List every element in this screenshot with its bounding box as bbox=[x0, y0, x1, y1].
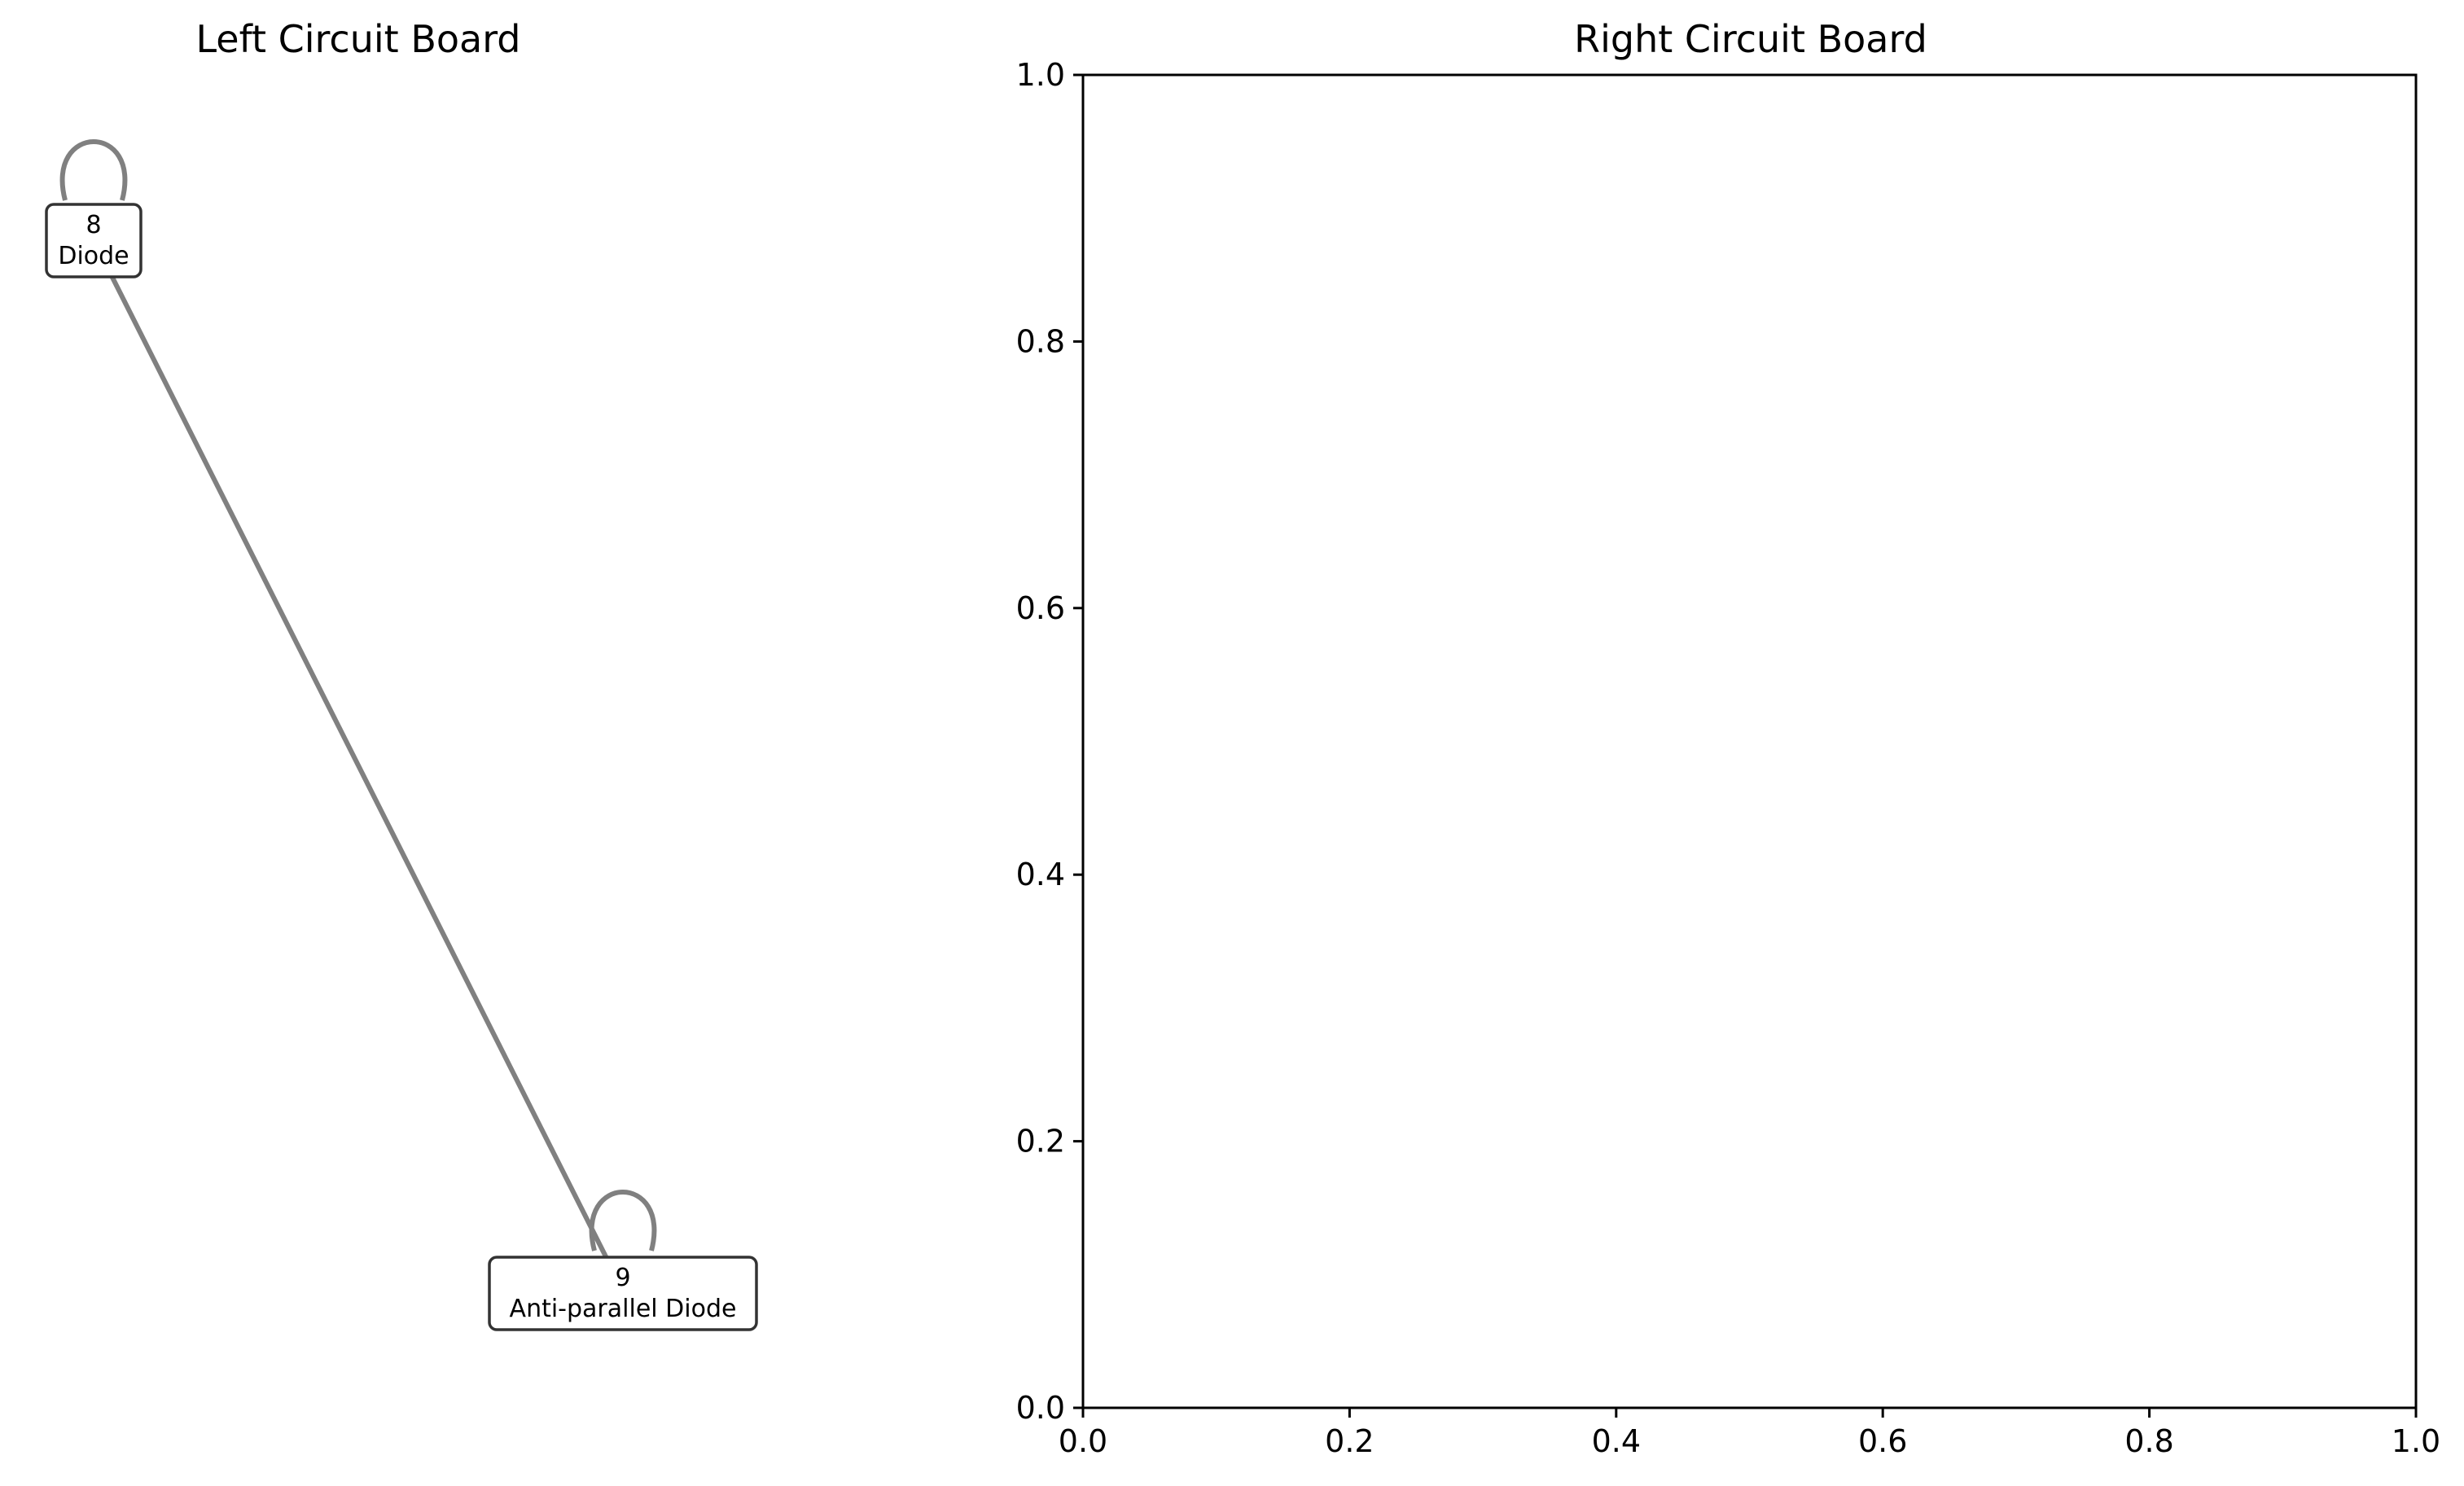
y-tick-label: 0.6 bbox=[1016, 590, 1065, 626]
node-8: 8 Diode bbox=[45, 203, 142, 278]
y-tick-label: 0.2 bbox=[1016, 1124, 1065, 1159]
x-tick-label: 0.4 bbox=[1592, 1423, 1641, 1459]
y-tick-label: 0.0 bbox=[1016, 1390, 1065, 1426]
right-circuit-board-panel: Right Circuit Board 0.0 0.2 0.4 0.6 0.8 1.0 0… bbox=[1016, 17, 2441, 1459]
node-8-type: Diode bbox=[58, 242, 129, 270]
x-tick-label: 0.2 bbox=[1325, 1423, 1374, 1459]
left-panel-title: Left Circuit Board bbox=[195, 17, 520, 61]
node-9-type: Anti-parallel Diode bbox=[510, 1295, 737, 1323]
y-tick-label: 0.4 bbox=[1016, 857, 1065, 892]
x-tick-label: 1.0 bbox=[2392, 1423, 2440, 1459]
left-circuit-board-panel: Left Circuit Board 8 Diode 9 Anti-parall… bbox=[45, 17, 758, 1331]
node-8-label-box bbox=[45, 203, 142, 278]
self-loop-edge-8 bbox=[59, 139, 128, 201]
y-axis-ticks: 0.0 0.2 0.4 0.6 0.8 1.0 bbox=[1016, 57, 1083, 1426]
node-8-id: 8 bbox=[85, 211, 101, 239]
edge-8-to-9 bbox=[91, 239, 625, 1292]
x-tick-label: 0.0 bbox=[1059, 1423, 1107, 1459]
node-9-id: 9 bbox=[615, 1264, 630, 1292]
x-tick-label: 0.8 bbox=[2124, 1423, 2173, 1459]
x-axis-ticks: 0.0 0.2 0.4 0.6 0.8 1.0 bbox=[1059, 1408, 2440, 1459]
y-tick-label: 0.8 bbox=[1016, 323, 1065, 359]
x-tick-label: 0.6 bbox=[1858, 1423, 1907, 1459]
y-tick-label: 1.0 bbox=[1016, 57, 1065, 93]
self-loop-edge-9 bbox=[589, 1190, 657, 1251]
right-panel-title: Right Circuit Board bbox=[1574, 17, 1927, 61]
node-9-label-box bbox=[488, 1256, 758, 1331]
right-axes-frame bbox=[1081, 73, 2418, 1409]
node-9: 9 Anti-parallel Diode bbox=[488, 1256, 758, 1331]
